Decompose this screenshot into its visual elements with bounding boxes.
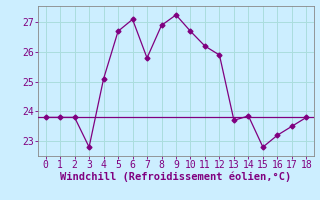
X-axis label: Windchill (Refroidissement éolien,°C): Windchill (Refroidissement éolien,°C) <box>60 172 292 182</box>
